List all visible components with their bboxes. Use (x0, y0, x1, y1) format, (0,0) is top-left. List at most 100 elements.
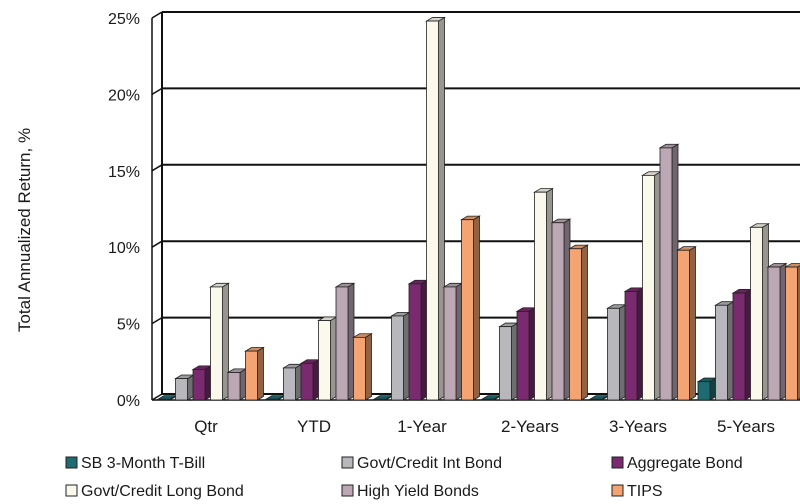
gridline-depth (151, 393, 163, 401)
y-tick-label: 10% (108, 240, 140, 257)
bar (442, 282, 464, 401)
legend-item: High Yield Bonds (341, 483, 479, 500)
bar (588, 394, 610, 401)
category-label: 5-Years (717, 417, 775, 436)
bar-front (607, 307, 620, 401)
bar-front (175, 378, 188, 401)
legend-swatch (611, 484, 624, 497)
bar-front (624, 291, 638, 401)
legend-label: Govt/Credit Long Bond (81, 483, 244, 500)
bar-front (569, 248, 582, 401)
bar-front (300, 362, 314, 401)
legend-swatch (65, 484, 78, 497)
bar-front (335, 286, 349, 401)
bar (498, 322, 519, 401)
bar-side (654, 171, 661, 401)
bar-front (677, 249, 690, 401)
bar-front (715, 304, 728, 401)
bar-front (373, 398, 387, 401)
bar-front (750, 226, 763, 401)
bar-front (499, 326, 512, 401)
bar-front (265, 398, 279, 401)
legend-swatch (341, 484, 354, 497)
bar-side (619, 304, 626, 401)
bar-side (779, 262, 787, 401)
legend-label: High Yield Bonds (357, 483, 479, 500)
bar-side (528, 307, 536, 401)
bar-side (762, 223, 769, 401)
bar (550, 218, 572, 401)
category-label: Qtr (194, 417, 218, 436)
legend-label: Aggregate Bond (627, 455, 743, 472)
bar (731, 288, 753, 401)
bar-front (210, 286, 223, 401)
category-label: 2-Years (501, 417, 559, 436)
gridline-depth (151, 164, 163, 172)
bar (696, 377, 718, 401)
bar-front (408, 283, 422, 401)
category-labels: Qtr YTD 1-Year 2-Years 3-Years 5-Years (194, 417, 775, 436)
bar (676, 245, 697, 401)
bar-side (727, 300, 734, 401)
bar-top (588, 395, 610, 400)
legend-item: TIPS (611, 483, 663, 500)
grid (151, 11, 800, 401)
bar-front (732, 292, 746, 401)
bar (209, 282, 230, 401)
bar (658, 143, 680, 401)
bar-front (426, 20, 439, 401)
bar-front (461, 219, 474, 401)
bar (334, 282, 356, 401)
bar (641, 171, 662, 401)
bar-front (318, 320, 331, 401)
legend-label: TIPS (627, 483, 663, 500)
category-label: YTD (297, 417, 331, 436)
legend-item: Govt/Credit Long Bond (65, 483, 244, 500)
bar-top (784, 263, 800, 268)
legend-label: SB 3-Month T-Bill (81, 455, 205, 472)
bar-side (473, 215, 480, 401)
bar (460, 215, 481, 401)
y-tick-label: 25% (108, 11, 140, 28)
legend-label: Govt/Credit Int Bond (357, 455, 502, 472)
bar (749, 223, 770, 401)
bar (174, 374, 195, 401)
bar-front (481, 398, 495, 401)
bar-front (283, 367, 296, 401)
bar-front (697, 381, 711, 401)
bar (784, 263, 800, 401)
bar (568, 244, 589, 401)
bar-front (353, 336, 366, 401)
bar-side (257, 346, 264, 401)
legend-swatch (341, 456, 354, 469)
bar-side (636, 287, 644, 401)
gridline-depth (151, 87, 163, 96)
bar-side (511, 322, 518, 401)
bar-front (245, 350, 258, 401)
bar (533, 187, 554, 401)
bar (317, 316, 338, 401)
bar (191, 365, 213, 401)
bar (282, 363, 303, 401)
bar (515, 307, 537, 401)
gridline-depth (151, 11, 163, 19)
bar-top (156, 395, 178, 400)
legend-swatch (65, 456, 78, 469)
bar-front (391, 315, 404, 401)
bar-top (264, 395, 286, 400)
bar-front (443, 286, 457, 401)
y-tick-label: 5% (117, 317, 140, 334)
legend-item: SB 3-Month T-Bill (65, 455, 205, 472)
bar (425, 16, 446, 401)
bar (299, 359, 321, 401)
bars (156, 16, 800, 401)
bar-front (642, 174, 655, 401)
legend: SB 3-Month T-Bill Govt/Credit Int Bond Agg… (65, 455, 743, 500)
bar-side (671, 143, 679, 401)
bar (352, 333, 373, 401)
bar (766, 262, 788, 401)
bar-front (785, 266, 798, 401)
y-tick-label: 20% (108, 87, 140, 104)
y-axis-label: Total Annualized Return, % (15, 128, 34, 332)
